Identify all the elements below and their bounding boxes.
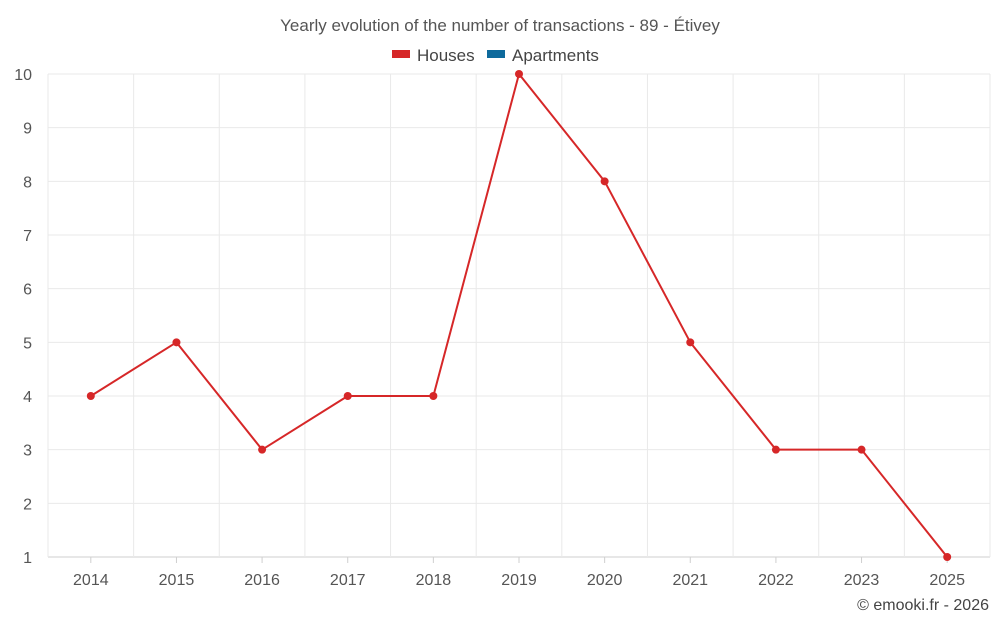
x-tick-label: 2019 bbox=[501, 572, 537, 589]
data-point[interactable] bbox=[258, 445, 267, 454]
y-tick-label: 2 bbox=[23, 496, 32, 513]
x-axis-ticks: 2014 2015 2016 2017 2018 2019 2020 2021 2022 2023… bbox=[73, 557, 965, 589]
x-tick-label: 2021 bbox=[672, 572, 708, 589]
legend-label-houses[interactable]: Houses bbox=[417, 46, 475, 65]
data-point[interactable] bbox=[515, 70, 523, 78]
legend: Houses Apartments bbox=[392, 46, 599, 65]
y-tick-label: 8 bbox=[23, 174, 32, 191]
legend-swatch-houses bbox=[392, 50, 410, 58]
data-point[interactable] bbox=[771, 445, 780, 454]
credit-text: © emooki.fr - 2026 bbox=[857, 597, 989, 614]
data-point[interactable] bbox=[686, 338, 695, 347]
y-tick-label: 6 bbox=[23, 282, 32, 299]
x-tick-label: 2018 bbox=[416, 572, 452, 589]
legend-swatch-apartments bbox=[487, 50, 505, 58]
y-axis-ticks: 1 2 3 4 5 6 7 8 9 10 bbox=[14, 67, 32, 567]
y-gridlines bbox=[48, 73, 990, 558]
data-point[interactable] bbox=[943, 553, 952, 561]
x-tick-label: 2022 bbox=[758, 572, 794, 589]
data-point[interactable] bbox=[600, 177, 609, 186]
x-tick-label: 2016 bbox=[244, 572, 280, 589]
y-tick-label: 10 bbox=[14, 67, 32, 84]
y-tick-label: 7 bbox=[23, 228, 32, 245]
data-point[interactable] bbox=[172, 338, 181, 347]
data-point[interactable] bbox=[857, 445, 866, 454]
x-tick-label: 2014 bbox=[73, 572, 109, 589]
data-point[interactable] bbox=[86, 392, 95, 400]
x-gridlines bbox=[47, 74, 991, 557]
x-tick-label: 2020 bbox=[587, 572, 623, 589]
y-tick-label: 5 bbox=[23, 335, 32, 352]
x-tick-label: 2025 bbox=[929, 572, 965, 589]
chart-title: Yearly evolution of the number of transa… bbox=[280, 16, 720, 35]
y-tick-label: 4 bbox=[23, 389, 32, 406]
x-tick-label: 2023 bbox=[844, 572, 880, 589]
data-point[interactable] bbox=[429, 392, 438, 400]
data-point[interactable] bbox=[343, 392, 352, 400]
x-tick-label: 2015 bbox=[159, 572, 195, 589]
y-tick-label: 3 bbox=[23, 443, 32, 460]
series-layer bbox=[86, 70, 952, 561]
y-tick-label: 9 bbox=[23, 121, 32, 138]
x-tick-label: 2017 bbox=[330, 572, 366, 589]
y-tick-label: 1 bbox=[23, 550, 32, 567]
legend-label-apartments[interactable]: Apartments bbox=[512, 46, 599, 65]
